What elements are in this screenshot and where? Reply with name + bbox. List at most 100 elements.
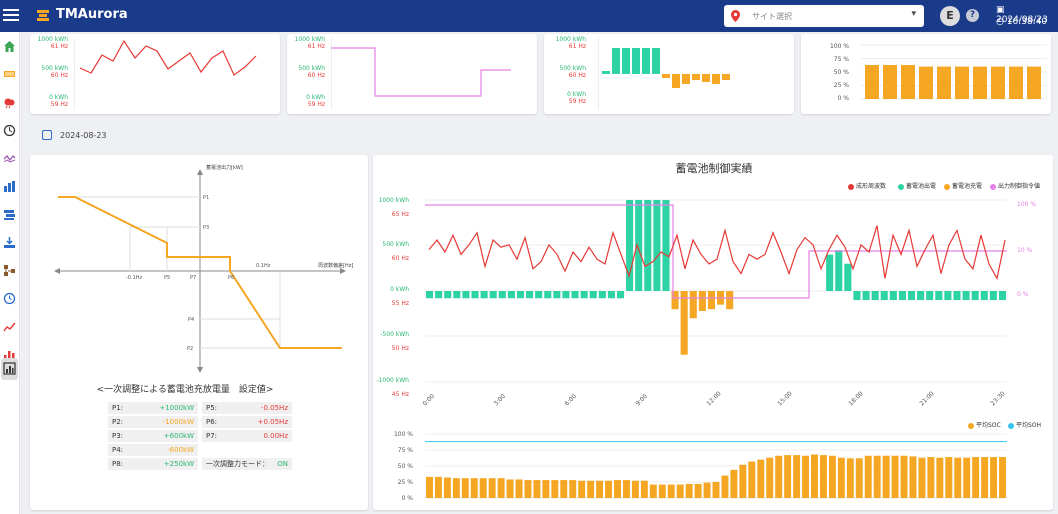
- param-key: P6:: [206, 418, 218, 426]
- output-bar: [635, 200, 643, 291]
- mini-soc-bar: [955, 66, 969, 99]
- mini-soc-bar: [901, 64, 915, 99]
- output-bar: [453, 291, 461, 299]
- mini-charge-bar: [702, 74, 710, 82]
- output-bar: [598, 291, 606, 299]
- sidebar-item-clock[interactable]: [1, 120, 18, 142]
- sidebar-item-layers[interactable]: [1, 204, 18, 226]
- output-bar: [462, 291, 470, 299]
- main-chart: 1000 kWh 65 Hz 500 kWh 60 Hz 0 kWh 55 Hz…: [376, 197, 1036, 407]
- sidebar-item-wave[interactable]: [1, 148, 18, 170]
- output-bar: [480, 291, 488, 299]
- legend-item[interactable]: 出力制御指令値: [990, 181, 1040, 190]
- soc-bar: [927, 457, 935, 498]
- output-bar: [571, 291, 579, 299]
- legend-item[interactable]: 平均SOC: [968, 420, 1001, 429]
- help-icon[interactable]: ?: [966, 9, 979, 22]
- param-key: P3:: [112, 432, 124, 440]
- y-left-label: 500 kWh: [382, 241, 409, 248]
- mini-soc-bar: [865, 64, 879, 99]
- battery-icon: [4, 71, 15, 77]
- soc-bar: [488, 478, 496, 498]
- logo-icon: [37, 10, 49, 21]
- sidebar-item-network[interactable]: [1, 260, 18, 282]
- y-right-label: 10 %: [1017, 247, 1033, 254]
- tick: 61 Hz: [307, 43, 325, 50]
- mini-charge-bar: [652, 48, 660, 74]
- tick: 60 Hz: [50, 72, 68, 79]
- output-bar: [589, 291, 597, 299]
- soc-bar: [649, 484, 657, 498]
- output-bar: [826, 254, 834, 291]
- download-icon: [4, 237, 15, 248]
- sidebar-item-column-chart[interactable]: [1, 344, 18, 366]
- tick: 59 Hz: [568, 98, 586, 105]
- soc-bar: [479, 478, 487, 498]
- legend-item[interactable]: 蓄電池出電: [898, 181, 936, 190]
- time-text: 16:38:40: [1006, 17, 1048, 27]
- soc-bar: [578, 480, 586, 498]
- sidebar-item-report[interactable]: [1, 358, 18, 380]
- sidebar-item-download[interactable]: [1, 232, 18, 254]
- sidebar-item-home[interactable]: [1, 36, 18, 58]
- output-bar: [607, 291, 615, 299]
- output-bar: [535, 291, 543, 299]
- label-p5: P5: [164, 275, 170, 281]
- avatar[interactable]: E: [940, 6, 960, 26]
- tick: 59 Hz: [307, 101, 325, 108]
- tick: 500 kWh: [298, 65, 325, 72]
- output-bar: [562, 291, 570, 299]
- soc-bar: [936, 457, 944, 498]
- sidebar-item-bar-chart[interactable]: [1, 176, 18, 198]
- legend-item[interactable]: 平均SOH: [1008, 420, 1041, 429]
- mini-charge-bar: [662, 74, 670, 78]
- soc-bar: [551, 480, 559, 498]
- date-value: 2024-08-23: [60, 131, 107, 140]
- param-key: P5:: [206, 404, 218, 412]
- tick: 25 %: [833, 82, 849, 89]
- sidebar-item-battery[interactable]: [1, 64, 18, 86]
- param-key: P1:: [112, 404, 124, 412]
- mini-charge-bar: [642, 48, 650, 74]
- app-title: TMAurora: [56, 7, 128, 22]
- legend-label: 平均SOH: [1016, 422, 1042, 429]
- label-p2: P2: [187, 346, 193, 352]
- soc-bar: [748, 461, 756, 498]
- mini-soc-bar: [919, 66, 933, 99]
- param-value: +600kW: [163, 432, 194, 440]
- params-title: <一次調整による蓄電池充放電量 設定値>: [96, 385, 274, 395]
- sidebar-item-trend[interactable]: [1, 316, 18, 338]
- output-bar: [653, 200, 661, 291]
- legend-dot: [944, 183, 950, 190]
- soc-bar: [837, 457, 845, 498]
- soc-y-label: 50 %: [398, 463, 414, 470]
- param-value: 0.00Hz: [263, 432, 288, 440]
- legend-label: 蓄電池充電: [952, 183, 983, 190]
- mini-card-soc: 100 % 75 % 50 % 25 % 0 %: [801, 34, 1051, 114]
- y-left-label: 0 kWh: [390, 286, 409, 293]
- time-display: ◷ 16:38:40: [996, 17, 1047, 27]
- soc-bar: [909, 456, 917, 498]
- output-bar: [989, 291, 997, 301]
- charge-bar: [698, 291, 706, 312]
- soc-bar: [426, 476, 433, 498]
- soc-y-label: 100 %: [394, 431, 413, 438]
- droop-chart: 蓄電池出力[kW] 周波数偏差[Hz] P1 P3 P5 P7 P6 P4 P2…: [54, 164, 353, 373]
- site-select[interactable]: サイト選択 ▾: [724, 5, 924, 27]
- chevron-down-icon: ▾: [911, 9, 916, 19]
- tick: 1000 kWh: [555, 36, 586, 43]
- legend-dot: [898, 183, 904, 190]
- soc-y-label: 0 %: [402, 495, 414, 502]
- soc-bar: [739, 464, 747, 498]
- legend-item[interactable]: 蓄電池充電: [944, 181, 982, 190]
- soc-bar: [524, 480, 532, 498]
- mini-card-output: 1000 kWh 61 Hz 500 kWh 60 Hz 0 kWh 59 Hz: [287, 34, 537, 114]
- y-right-label: 100 %: [1017, 201, 1036, 208]
- soc-bar: [873, 455, 881, 498]
- sidebar-item-weather[interactable]: [1, 92, 18, 114]
- sidebar-item-history[interactable]: [1, 288, 18, 310]
- menu-icon[interactable]: [3, 6, 19, 22]
- legend-item[interactable]: 成形周波数: [848, 181, 886, 190]
- param-p3: P3: +600kW: [108, 430, 198, 442]
- output-bar: [444, 291, 452, 299]
